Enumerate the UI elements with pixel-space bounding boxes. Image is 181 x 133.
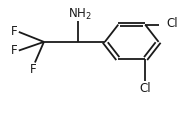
Text: F: F [11,44,18,57]
Text: F: F [11,25,18,38]
Text: Cl: Cl [139,82,151,95]
Text: F: F [30,63,36,76]
Text: Cl: Cl [167,17,178,30]
Text: NH$_2$: NH$_2$ [68,7,92,22]
